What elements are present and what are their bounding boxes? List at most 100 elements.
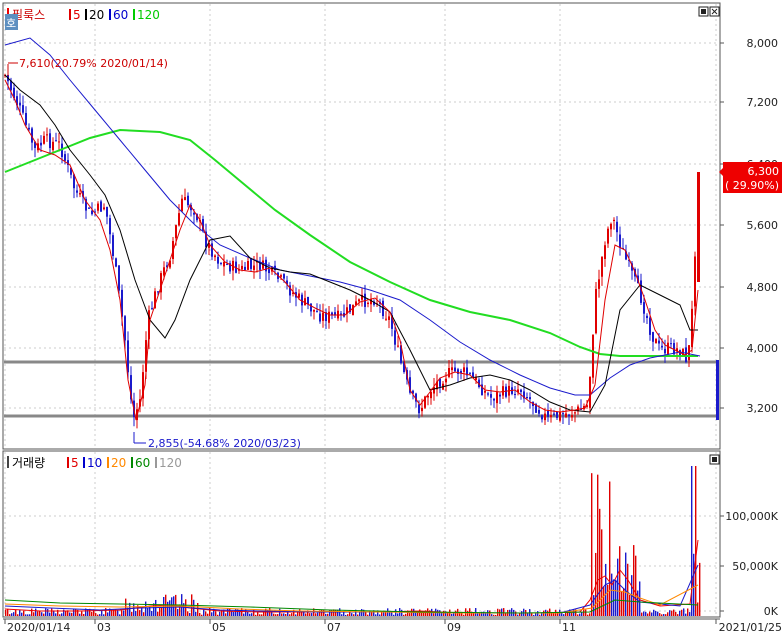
volume-bar xyxy=(31,608,33,616)
candle-body xyxy=(169,260,171,268)
candle-body xyxy=(184,197,186,201)
volume-bar xyxy=(109,608,111,616)
candle-body xyxy=(325,312,327,322)
volume-bar xyxy=(407,610,409,616)
volume-panel-restore-button[interactable] xyxy=(709,454,720,465)
volume-bar xyxy=(637,590,639,616)
candle-body xyxy=(28,127,30,130)
volume-bar xyxy=(25,614,27,616)
volume-bar xyxy=(107,612,109,616)
candle-body xyxy=(628,259,630,261)
volume-bar xyxy=(99,614,101,616)
candle-body xyxy=(550,415,552,418)
volume-bar xyxy=(345,614,347,616)
candle-body xyxy=(145,340,147,372)
candle-body xyxy=(259,262,261,270)
volume-bar xyxy=(337,609,339,616)
volume-bar xyxy=(577,614,579,616)
volume-bar xyxy=(71,612,73,616)
volume-bar xyxy=(643,611,645,616)
volume-bar xyxy=(575,609,577,616)
volume-bar xyxy=(329,609,331,616)
volume-bar xyxy=(91,611,93,616)
volume-bar xyxy=(375,614,377,616)
candle-body xyxy=(190,205,192,211)
candle-body xyxy=(568,414,570,417)
volume-bar xyxy=(603,586,605,616)
volume-bar xyxy=(613,579,615,616)
volume-bar xyxy=(627,563,629,616)
volume-bar xyxy=(605,563,607,616)
candle-body xyxy=(244,266,246,270)
volume-bar xyxy=(553,612,555,616)
candle-body xyxy=(76,190,78,193)
volume-bar xyxy=(5,609,7,616)
candle-body xyxy=(352,304,354,316)
volume-bar xyxy=(671,610,673,616)
volume-bar xyxy=(579,613,581,616)
high-annotation: 7,610(20.79% 2020/01/14) xyxy=(7,57,168,76)
volume-bar xyxy=(149,605,151,616)
volume-bar xyxy=(231,611,233,616)
candle-body xyxy=(292,292,294,294)
price-panel-restore-button[interactable] xyxy=(698,6,709,17)
candle-body xyxy=(562,413,564,415)
volume-bar xyxy=(561,611,563,616)
price-panel-close-button[interactable] xyxy=(709,6,720,17)
volume-bar xyxy=(393,614,395,616)
volume-bar xyxy=(383,610,385,616)
candle-body xyxy=(517,389,519,393)
volume-bar xyxy=(453,613,455,616)
volume-bar xyxy=(83,613,85,616)
candle-body xyxy=(40,142,42,146)
side-icon[interactable] xyxy=(5,14,18,30)
volume-bar xyxy=(607,584,609,616)
candle-body xyxy=(664,348,666,354)
candle-body xyxy=(514,393,516,395)
volume-bar xyxy=(319,610,321,616)
volume-bar xyxy=(653,609,655,616)
volume-bar xyxy=(541,612,543,616)
volume-bar xyxy=(45,608,47,616)
volume-bar xyxy=(235,608,237,616)
candle-body xyxy=(319,313,321,322)
volume-tick-label: 0K xyxy=(764,605,779,618)
candle-body xyxy=(121,289,123,317)
volume-bar xyxy=(451,613,453,616)
x-tick-label: 2021/01/25 xyxy=(719,621,782,634)
volume-bar xyxy=(95,613,97,616)
price-tick-label: 7,200 xyxy=(747,96,779,109)
candle-body xyxy=(307,296,309,305)
volume-bar xyxy=(533,614,535,616)
volume-bar xyxy=(391,611,393,616)
candle-body xyxy=(520,389,522,392)
volume-bar xyxy=(651,612,653,616)
candle-body xyxy=(583,405,585,410)
volume-bar xyxy=(61,613,63,616)
candle-body xyxy=(193,212,195,215)
volume-bar xyxy=(183,603,185,616)
volume-bar xyxy=(261,614,263,616)
x-tick-label: 2020/01/14 xyxy=(7,621,70,634)
volume-bar xyxy=(301,611,303,616)
volume-bar xyxy=(675,611,677,616)
price-legend: 필룩스 5 20 60 120 xyxy=(7,8,160,22)
candle-body xyxy=(397,345,399,347)
candle-body xyxy=(652,332,654,342)
volume-bar xyxy=(697,602,699,616)
legend-swatch xyxy=(109,9,111,20)
volume-bar xyxy=(79,613,81,616)
candle-body xyxy=(673,343,675,355)
volume-bar xyxy=(287,610,289,616)
volume-bar xyxy=(159,607,161,616)
volume-bar xyxy=(131,611,133,616)
volume-bar xyxy=(617,558,619,616)
volume-bar xyxy=(187,611,189,616)
volume-bar xyxy=(57,609,59,616)
volume-bar xyxy=(121,610,123,616)
candle-body xyxy=(502,386,504,396)
volume-bar xyxy=(505,612,507,616)
candle-body xyxy=(91,210,93,215)
volume-bar xyxy=(297,610,299,616)
candle-body xyxy=(88,207,90,209)
